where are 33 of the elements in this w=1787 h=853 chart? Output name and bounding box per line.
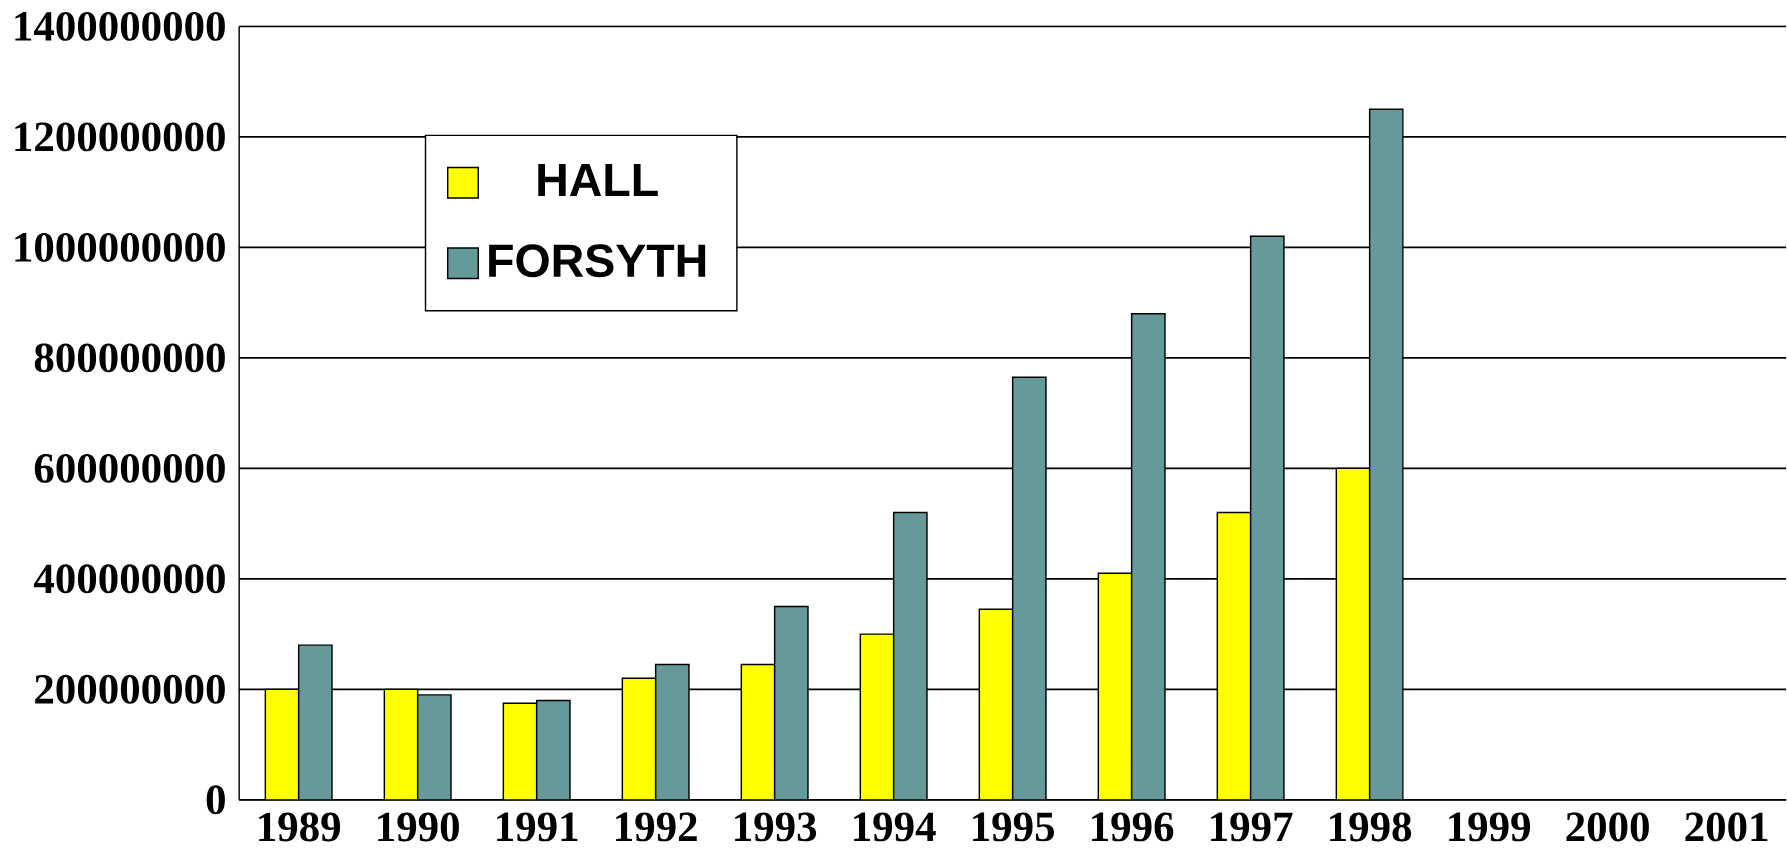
bar bbox=[893, 512, 927, 800]
bar bbox=[1368, 108, 1404, 800]
x-tick-label: 1994 bbox=[854, 812, 936, 842]
bar bbox=[655, 664, 689, 800]
y-tick-label: 600000000 bbox=[34, 453, 225, 483]
x-tick-label: 2000 bbox=[1566, 812, 1649, 842]
x-tick-label: 1990 bbox=[378, 812, 459, 842]
x-tick-label: 1991 bbox=[497, 812, 578, 842]
x-tick-label: 1992 bbox=[616, 812, 697, 842]
x-tick-label: 1997 bbox=[1211, 812, 1293, 842]
bar bbox=[536, 700, 570, 800]
x-tick-label: 1993 bbox=[735, 812, 817, 842]
legend-label: HALL bbox=[538, 163, 658, 196]
bar bbox=[774, 606, 808, 800]
y-tick-label: 0 bbox=[206, 785, 225, 815]
y-tick-label: 1000000000 bbox=[15, 232, 225, 262]
y-tick-label: 200000000 bbox=[35, 674, 225, 704]
x-tick-label: 1996 bbox=[1092, 812, 1174, 842]
bar bbox=[417, 694, 451, 800]
bar bbox=[1250, 236, 1284, 800]
x-tick-label: 1999 bbox=[1449, 812, 1531, 842]
bar bbox=[1131, 313, 1165, 800]
y-tick-label: 1400000000 bbox=[15, 11, 225, 41]
bar bbox=[1012, 377, 1046, 800]
x-tick-label: 1995 bbox=[973, 812, 1054, 842]
y-tick-label: 800000000 bbox=[34, 343, 225, 373]
y-tick-label: 1200000000 bbox=[15, 122, 225, 152]
x-tick-label: 1989 bbox=[259, 812, 341, 842]
legend-label: FORSYTH bbox=[489, 244, 706, 277]
x-tick-label: 2001 bbox=[1685, 812, 1768, 842]
bar bbox=[298, 644, 332, 800]
x-tick-label: 1998 bbox=[1330, 812, 1412, 842]
y-tick-label: 400000000 bbox=[33, 564, 225, 594]
